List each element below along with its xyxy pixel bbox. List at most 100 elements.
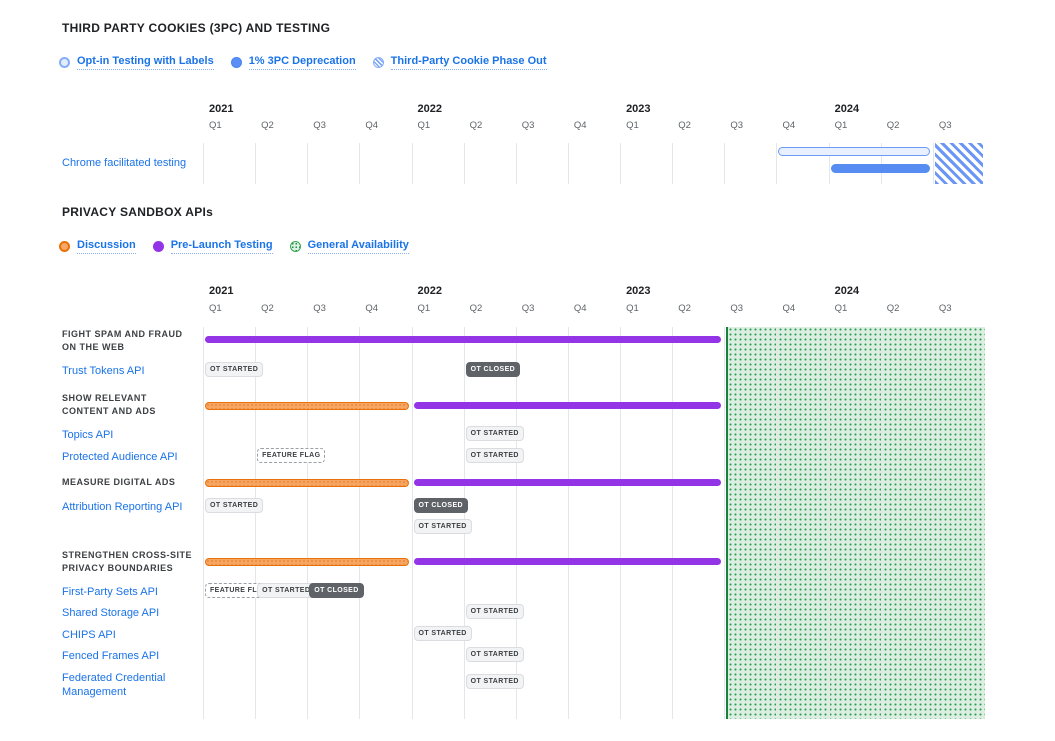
trust-tokens-api-link[interactable]: Trust Tokens API (62, 365, 145, 377)
timeline-quarter-label: Q4 (573, 120, 587, 131)
grid-line (620, 143, 622, 184)
timeline-quarter-label: Q1 (209, 120, 222, 131)
legend-item-pre-launch-testing[interactable]: Pre-Launch Testing (152, 239, 273, 254)
protected-audience-api-link[interactable]: Protected Audience API (62, 451, 178, 463)
opt-in-testing-with-labels-bar (778, 147, 930, 156)
grid-line (828, 327, 830, 719)
category-label-strengthen-cross-site: STRENGTHEN CROSS-SITE PRIVACY BOUNDARIES (62, 550, 193, 573)
chips-api-link[interactable]: CHIPS API (62, 629, 116, 641)
timeline-quarter-label: Q2 (886, 120, 900, 131)
timeline-year-label: 2023 (626, 285, 651, 297)
section-3pc-title: THIRD PARTY COOKIES (3PC) AND TESTING (62, 21, 331, 35)
timeline-quarter-label: Q4 (365, 303, 379, 314)
pre-launch-testing-bar (413, 558, 722, 565)
badge-ot-started: OT STARTED (205, 498, 264, 513)
legend-item-1-3pc-deprecation[interactable]: 1% 3PC Deprecation (230, 55, 356, 70)
timeline-quarter-label: Q3 (313, 120, 326, 131)
timeline-quarter-label: Q3 (521, 303, 535, 314)
timeline-quarter-label: Q1 (626, 303, 639, 314)
grid-line (359, 327, 361, 719)
grid-line (776, 327, 778, 719)
timeline-quarter-label: Q1 (209, 303, 222, 314)
opt-in-testing-with-labels-swatch-icon (59, 57, 70, 68)
grid-line (880, 143, 882, 184)
grid-line (880, 327, 882, 719)
discussion-bar (205, 558, 409, 566)
legend-item-label: Third-Party Cookie Phase Out (390, 55, 547, 70)
grid-line (515, 327, 517, 719)
timeline-quarter-label: Q3 (730, 303, 744, 314)
timeline-quarter-label: Q4 (782, 303, 796, 314)
discussion-bar (205, 402, 409, 410)
timeline-quarter-label: Q1 (834, 120, 848, 131)
general-availability-region (726, 327, 985, 719)
legend-item-opt-in-testing-with-labels[interactable]: Opt-in Testing with Labels (59, 55, 214, 70)
timeline-quarter-label: Q3 (730, 120, 744, 131)
legend-item-label: Discussion (77, 239, 136, 254)
timeline-quarter-label: Q4 (573, 303, 587, 314)
grid-line (672, 143, 674, 184)
shared-storage-api-link[interactable]: Shared Storage API (62, 607, 160, 619)
timeline-quarter-label: Q4 (365, 120, 379, 131)
badge-ot-closed: OT CLOSED (465, 362, 521, 377)
timeline-year-label: 2023 (626, 103, 651, 115)
fenced-frames-api-link[interactable]: Fenced Frames API (62, 650, 160, 662)
pre-launch-testing-swatch-icon (152, 241, 164, 252)
1-3pc-deprecation-bar (830, 164, 930, 173)
timeline-quarter-label: Q1 (626, 120, 639, 131)
legend-item-label: 1% 3PC Deprecation (248, 55, 356, 70)
timeline-quarter-label: Q2 (678, 303, 691, 314)
federated-credential-management-link[interactable]: Federated Credential Management (62, 672, 166, 698)
legend-item-third-party-cookie-phase-out[interactable]: Third-Party Cookie Phase Out (372, 55, 547, 70)
legend-item-label: Opt-in Testing with Labels (77, 55, 214, 70)
chrome-facilitated-testing-link[interactable]: Chrome facilitated testing (62, 157, 187, 169)
grid-line (620, 327, 622, 719)
first-party-sets-api-link[interactable]: First-Party Sets API (62, 586, 158, 598)
legend-apis: Discussion Pre-Launch Testing General Avai… (59, 239, 409, 254)
badge-ot-started: OT STARTED (465, 604, 524, 619)
grid-line (359, 143, 361, 184)
timeline-quarter-label: Q3 (521, 120, 535, 131)
grid-line (567, 327, 569, 719)
legend-item-general-availability[interactable]: General Availability (289, 239, 409, 254)
grid-line (255, 143, 257, 184)
grid-line (411, 143, 413, 184)
timeline-quarter-label: Q3 (938, 120, 952, 131)
grid-line (724, 327, 726, 719)
timeline-quarter-label: Q2 (469, 120, 483, 131)
grid-line (828, 143, 830, 184)
timeline-quarter-label: Q2 (678, 120, 691, 131)
badge-ot-closed: OT CLOSED (413, 498, 468, 513)
third-party-cookie-phase-out-swatch-icon (372, 57, 384, 68)
timeline-quarter-label: Q2 (469, 303, 483, 314)
attribution-reporting-api-link[interactable]: Attribution Reporting API (62, 501, 183, 513)
timeline-quarter-label: Q4 (782, 120, 796, 131)
badge-ot-started: OT STARTED (465, 647, 524, 662)
pre-launch-testing-bar (413, 402, 722, 409)
grid-line (672, 327, 674, 719)
grid-line (463, 143, 465, 184)
category-label-measure-digital-ads: MEASURE DIGITAL ADS (62, 477, 176, 487)
timeline-quarter-label: Q1 (834, 303, 848, 314)
timeline-year-label: 2022 (417, 285, 443, 297)
timeline-quarter-label: Q3 (313, 303, 326, 314)
grid-line (567, 143, 569, 184)
legend-item-label: General Availability (307, 239, 409, 254)
timeline-quarter-label: Q2 (261, 120, 274, 131)
legend-item-discussion[interactable]: Discussion (59, 239, 136, 254)
category-label-show-relevant: SHOW RELEVANT CONTENT AND ADS (62, 393, 156, 416)
badge-ot-started: OT STARTED (205, 362, 264, 377)
legend-item-label: Pre-Launch Testing (170, 239, 273, 254)
section-apis-title: PRIVACY SANDBOX APIs (62, 205, 214, 219)
third-party-cookie-phase-out-bar (934, 143, 983, 184)
grid-line (932, 143, 934, 184)
grid-line (932, 327, 934, 719)
topics-api-link[interactable]: Topics API (62, 429, 114, 441)
grid-line (307, 143, 309, 184)
general-availability-swatch-icon (289, 241, 301, 252)
timeline-quarter-label: Q3 (938, 303, 952, 314)
grid-line (203, 143, 204, 184)
timeline-quarter-label: Q1 (417, 303, 431, 314)
grid-line (255, 327, 257, 719)
